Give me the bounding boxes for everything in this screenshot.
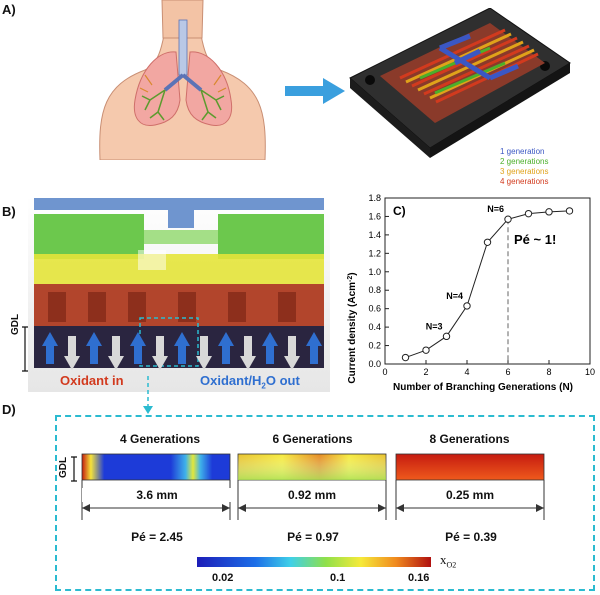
legend-item-1: 1 generation xyxy=(500,147,545,156)
legend-item-4: 4 generations xyxy=(500,177,549,186)
y-tick-label: 1.0 xyxy=(368,267,381,277)
data-point xyxy=(483,238,492,246)
oxidant-out-suffix: O out xyxy=(265,373,300,388)
flow-field-plate xyxy=(349,8,571,158)
data-point xyxy=(545,208,553,216)
oxidant-in-label: Oxidant in xyxy=(60,373,124,388)
x-tick-label: 2 xyxy=(423,367,428,377)
data-point xyxy=(442,332,451,341)
legend-item-3: 3 generations xyxy=(500,167,549,176)
sim-title-8: 8 Generations xyxy=(429,432,510,446)
sim-map-4-generations xyxy=(81,453,231,520)
transition-arrow xyxy=(285,78,345,104)
sim-width-6: 0.92 mm xyxy=(240,488,384,502)
zoom-connector xyxy=(143,376,153,414)
y-tick-label: 1.2 xyxy=(368,248,381,258)
chart-ylabel: Current density (Acm-2) xyxy=(347,272,359,383)
panel-label-b: B) xyxy=(2,204,16,219)
data-point xyxy=(524,209,533,218)
ylabel-sup: -2 xyxy=(347,276,354,282)
y-tick-label: 0.2 xyxy=(368,341,381,351)
y-tick-label: 1.4 xyxy=(368,230,381,240)
colorbar-label: xO2 xyxy=(440,552,456,570)
colorbar-tick-mid: 0.1 xyxy=(330,572,346,584)
oxidant-out-label: Oxidant/H2O out xyxy=(200,373,300,391)
ylabel-end: ) xyxy=(347,272,358,275)
panel-label-a: A) xyxy=(2,2,16,17)
simulation-box xyxy=(55,415,595,591)
sim-pe-6: Pé = 0.97 xyxy=(287,530,339,544)
chart-xlabel: Number of Branching Generations (N) xyxy=(393,382,573,393)
gdl-bracket-b xyxy=(22,326,28,372)
generations-legend: 1 generation 2 generations 3 generations… xyxy=(500,147,548,187)
x-tick-label: 10 xyxy=(585,367,595,377)
sim-width-8: 0.25 mm xyxy=(398,488,542,502)
sim-map-8-generations xyxy=(395,453,545,520)
gdl-label-d: GDL xyxy=(58,456,69,478)
x-tick-label: 8 xyxy=(546,367,551,377)
chart-marks: N=3 N=4 N=6 Pé ~ 1! xyxy=(401,204,574,364)
annotation-label: N=6 xyxy=(487,204,504,214)
peclet-note: Pé ~ 1! xyxy=(514,232,556,247)
data-point xyxy=(422,346,430,354)
data-point xyxy=(463,302,471,310)
gdl-label-b: GDL xyxy=(10,313,21,335)
legend-item-2: 2 generations xyxy=(500,157,549,166)
sim-pe-4: Pé = 2.45 xyxy=(131,530,183,544)
ylabel-main: Current density (Acm xyxy=(347,282,358,384)
lungs-illustration xyxy=(99,0,266,160)
sim-map-6-generations xyxy=(237,453,387,520)
plot-frame xyxy=(384,197,591,365)
sim-width-4: 3.6 mm xyxy=(82,488,232,502)
panel-label-d: D) xyxy=(2,402,16,417)
panel-label-c: C) xyxy=(393,204,406,218)
data-point xyxy=(401,353,410,362)
chart-axes: 0 2 4 6 8 10 0.0 0.2 0.4 0.6 0.8 1.0 1.2 1.4 1.6 1.8 xyxy=(368,193,595,377)
y-tick-label: 1.6 xyxy=(368,211,381,221)
colorbar-tick-max: 0.16 xyxy=(408,572,430,584)
y-tick-label: 0.0 xyxy=(368,359,381,369)
colorbar xyxy=(197,557,431,567)
y-tick-label: 0.8 xyxy=(368,285,381,295)
oxidant-out-prefix: Oxidant/H xyxy=(200,373,262,388)
current-density-chart: 0 2 4 6 8 10 0.0 0.2 0.4 0.6 0.8 1.0 1.2 1.4 1.6 1.8 N=… xyxy=(347,193,596,393)
oxidant-out-sub: 2 xyxy=(261,381,266,391)
colorbar-label-sub: O2 xyxy=(446,560,457,570)
x-tick-label: 4 xyxy=(464,367,469,377)
data-point xyxy=(565,207,574,215)
gdl-bracket-d xyxy=(71,456,77,482)
sim-title-4: 4 Generations xyxy=(119,432,201,446)
y-tick-label: 1.8 xyxy=(368,193,381,203)
y-tick-label: 0.4 xyxy=(368,322,381,332)
flow-channel-render xyxy=(28,196,330,392)
annotation-label: N=4 xyxy=(446,291,463,301)
x-tick-label: 6 xyxy=(505,367,510,377)
y-tick-label: 0.6 xyxy=(368,304,381,314)
colorbar-label-main: x xyxy=(440,552,447,567)
x-tick-label: 0 xyxy=(382,367,387,377)
sim-title-6: 6 Generations xyxy=(272,432,353,446)
sim-pe-8: Pé = 0.39 xyxy=(445,530,497,544)
colorbar-tick-min: 0.02 xyxy=(212,572,234,584)
data-point xyxy=(504,215,512,223)
annotation-label: N=3 xyxy=(426,321,443,331)
